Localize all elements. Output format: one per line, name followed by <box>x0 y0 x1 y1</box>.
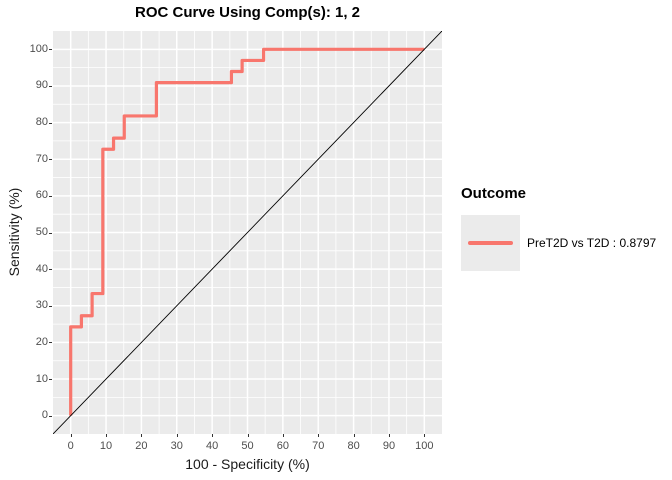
x-tick-mark <box>353 434 355 437</box>
y-tick-mark <box>49 342 52 344</box>
y-tick-mark <box>49 85 52 87</box>
x-tick-label: 30 <box>170 440 183 452</box>
y-tick-mark <box>49 269 52 271</box>
x-tick-mark <box>212 434 214 437</box>
x-tick-label: 90 <box>382 440 396 452</box>
roc-curve-line <box>69 47 425 416</box>
reference-diagonal-line <box>53 31 442 434</box>
y-tick-label: 40 <box>35 262 48 275</box>
x-tick-mark <box>424 434 426 437</box>
x-axis-title: 100 - Specificity (%) <box>185 456 310 472</box>
y-tick-mark <box>49 159 52 161</box>
legend-title: Outcome <box>461 185 527 202</box>
y-tick-mark <box>49 49 52 51</box>
y-tick-label: 0 <box>41 409 48 422</box>
x-tick-mark <box>141 434 143 437</box>
y-tick-label: 30 <box>35 299 48 312</box>
y-tick-label: 90 <box>35 79 48 92</box>
legend: Outcome PreT2D vs T2D : 0.8797 <box>461 185 656 271</box>
x-tick-mark <box>318 434 320 437</box>
y-tick-label: 80 <box>35 116 48 129</box>
legend-entry: PreT2D vs T2D : 0.8797 <box>461 215 656 271</box>
legend-entry-label: PreT2D vs T2D : 0.8797 <box>527 236 657 250</box>
y-tick-mark <box>49 415 52 417</box>
x-tick-label: 0 <box>67 440 74 452</box>
y-tick-label: 70 <box>35 152 48 165</box>
y-tick-mark <box>49 232 52 234</box>
x-tick-label: 100 <box>415 440 434 452</box>
x-tick-mark <box>282 434 284 437</box>
y-tick-label: 50 <box>35 226 48 238</box>
x-tick-label: 20 <box>135 440 148 452</box>
x-tick-label: 10 <box>99 440 113 452</box>
y-tick-mark <box>49 122 52 124</box>
x-tick-label: 60 <box>276 440 289 452</box>
x-tick-mark <box>106 434 108 437</box>
y-tick-mark <box>49 195 52 197</box>
plot-canvas <box>53 31 442 434</box>
x-tick-label: 50 <box>241 440 254 452</box>
y-tick-mark <box>49 305 52 307</box>
chart-title: ROC Curve Using Comp(s): 1, 2 <box>134 4 361 21</box>
y-axis-title: Sensitivity (%) <box>6 187 22 277</box>
x-tick-mark <box>388 434 390 437</box>
x-tick-label: 70 <box>312 440 325 452</box>
x-tick-mark <box>247 434 249 437</box>
y-tick-label: 10 <box>35 372 48 385</box>
x-tick-label: 80 <box>347 440 360 452</box>
legend-key-line-icon <box>468 241 513 245</box>
x-tick-label: 40 <box>206 440 219 452</box>
y-tick-mark <box>49 379 52 381</box>
y-tick-label: 20 <box>35 335 48 348</box>
y-tick-label: 60 <box>35 189 48 202</box>
plot-panel <box>53 31 442 434</box>
y-tick-label: 100 <box>29 42 48 55</box>
x-tick-mark <box>70 434 72 437</box>
legend-key <box>461 215 520 271</box>
x-tick-mark <box>176 434 178 437</box>
